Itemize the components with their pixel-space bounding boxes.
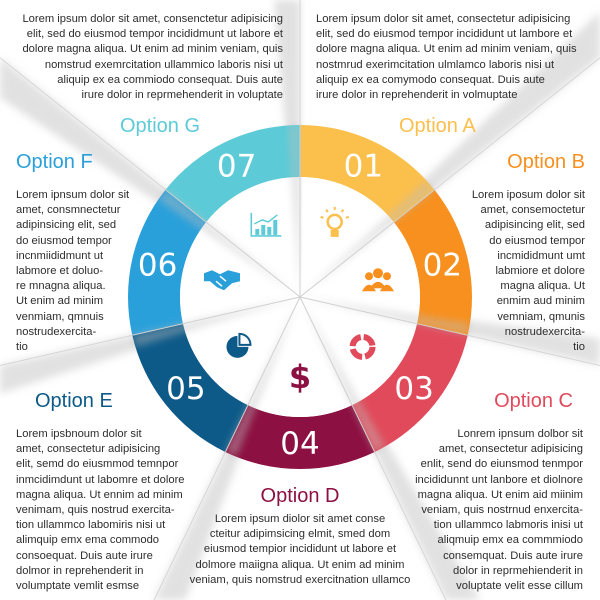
option-c-title: Option C	[494, 390, 573, 412]
segment-number: 06	[138, 248, 177, 284]
option-b-text: Lorem iposum dolor sit amet, consemoctet…	[471, 189, 585, 354]
segment-number: 05	[166, 371, 205, 407]
handshake-icon	[204, 270, 241, 291]
segment-02	[393, 189, 473, 336]
segment-number: 02	[423, 248, 462, 284]
option-e-text: Lorem ipsbnoum dolor sit amet, consectet…	[16, 428, 185, 593]
fold-line	[299, 296, 376, 453]
fold-shadow	[158, 189, 300, 297]
option-f-title: Option F	[16, 151, 93, 173]
option-d-text: Lorem ipsum diolor sit amet conse cteitu…	[189, 513, 411, 586]
option-c-text: Lonrem ipnsum dolbor sit amet, consectet…	[415, 428, 583, 593]
fold-line	[132, 296, 301, 336]
option-a-title: Option A	[399, 115, 476, 137]
segment-07	[165, 125, 300, 223]
segment-05	[132, 323, 248, 452]
option-d-title: Option D	[260, 485, 340, 507]
option-b-title: Option B	[507, 151, 585, 173]
top-left-text: Lorem ipsum dolor sit amet, consenctetur…	[22, 13, 283, 102]
svg-text:$: $	[289, 358, 311, 396]
option-f-text: Lorem ipnsum dolor sit amet, consmnectet…	[16, 189, 130, 354]
lightbulb-icon	[320, 206, 350, 237]
fold-shadow	[300, 180, 435, 297]
fold-line	[299, 189, 435, 298]
team-icon	[361, 268, 394, 292]
fold-shadow	[300, 297, 386, 452]
segment-01	[300, 125, 435, 223]
option-e-title: Option E	[35, 390, 113, 412]
segment-number: 01	[344, 148, 383, 184]
pie-chart-icon	[226, 332, 252, 358]
segment-number: 07	[217, 148, 256, 184]
bar-chart-icon	[250, 212, 282, 237]
segment-06	[128, 189, 207, 336]
fold-shadow	[300, 297, 481, 600]
option-g-title: Option G	[120, 115, 201, 137]
segment-04	[225, 405, 375, 469]
fold-line	[299, 296, 468, 336]
fold-line	[165, 189, 301, 298]
dollar-icon: $	[289, 358, 311, 396]
segment-number: 04	[280, 426, 319, 462]
top-right-text: Lorem ipsum dolor sit amet, consectetur …	[316, 13, 577, 102]
fold-shadow	[132, 297, 300, 347]
fold-shadow	[225, 297, 300, 457]
cycle-arrows-icon	[349, 333, 376, 360]
segment-03	[352, 323, 468, 452]
fold-line	[224, 296, 301, 453]
fold-shadow	[288, 125, 300, 297]
segment-number: 03	[394, 371, 433, 407]
